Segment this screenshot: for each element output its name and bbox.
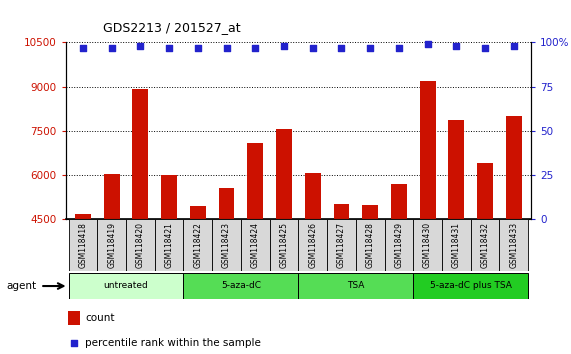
Text: GSM118420: GSM118420 bbox=[136, 222, 145, 268]
FancyBboxPatch shape bbox=[241, 219, 270, 271]
Bar bbox=[506, 116, 522, 219]
Point bbox=[222, 45, 231, 51]
FancyBboxPatch shape bbox=[69, 219, 97, 271]
FancyBboxPatch shape bbox=[413, 273, 528, 299]
Text: TSA: TSA bbox=[347, 281, 364, 290]
Text: GSM118433: GSM118433 bbox=[509, 222, 518, 268]
Bar bbox=[68, 312, 79, 325]
Point bbox=[193, 45, 202, 51]
FancyBboxPatch shape bbox=[384, 219, 413, 271]
Text: GSM118428: GSM118428 bbox=[365, 222, 375, 268]
Point bbox=[308, 45, 317, 51]
FancyBboxPatch shape bbox=[183, 219, 212, 271]
Text: count: count bbox=[85, 313, 115, 323]
Bar bbox=[333, 205, 349, 219]
Text: GSM118427: GSM118427 bbox=[337, 222, 346, 268]
FancyBboxPatch shape bbox=[183, 273, 298, 299]
Bar bbox=[104, 174, 119, 219]
Point bbox=[251, 45, 260, 51]
Text: GSM118421: GSM118421 bbox=[164, 222, 174, 268]
Text: GSM118419: GSM118419 bbox=[107, 222, 116, 268]
Point bbox=[337, 45, 346, 51]
FancyBboxPatch shape bbox=[270, 219, 298, 271]
Point bbox=[481, 45, 490, 51]
FancyBboxPatch shape bbox=[471, 219, 500, 271]
Bar bbox=[477, 163, 493, 219]
Bar bbox=[420, 81, 436, 219]
Point bbox=[395, 45, 404, 51]
Text: agent: agent bbox=[7, 281, 37, 291]
Text: GSM118431: GSM118431 bbox=[452, 222, 461, 268]
Text: percentile rank within the sample: percentile rank within the sample bbox=[85, 338, 261, 348]
Bar bbox=[305, 173, 320, 219]
Point bbox=[452, 43, 461, 49]
Text: GSM118430: GSM118430 bbox=[423, 222, 432, 268]
Bar bbox=[448, 120, 464, 219]
FancyBboxPatch shape bbox=[126, 219, 155, 271]
Bar bbox=[391, 184, 407, 219]
Point bbox=[78, 45, 87, 51]
Text: GSM118418: GSM118418 bbox=[78, 222, 87, 268]
FancyBboxPatch shape bbox=[298, 219, 327, 271]
FancyBboxPatch shape bbox=[442, 219, 471, 271]
Bar bbox=[247, 143, 263, 219]
Text: GDS2213 / 201527_at: GDS2213 / 201527_at bbox=[103, 21, 240, 34]
Text: GSM118424: GSM118424 bbox=[251, 222, 260, 268]
Text: 5-aza-dC: 5-aza-dC bbox=[221, 281, 261, 290]
FancyBboxPatch shape bbox=[356, 219, 384, 271]
FancyBboxPatch shape bbox=[327, 219, 356, 271]
Text: GSM118425: GSM118425 bbox=[279, 222, 288, 268]
Bar bbox=[362, 205, 378, 219]
Point bbox=[136, 43, 145, 49]
Point bbox=[164, 45, 174, 51]
FancyBboxPatch shape bbox=[69, 273, 183, 299]
FancyBboxPatch shape bbox=[97, 219, 126, 271]
Point bbox=[69, 340, 78, 346]
Text: GSM118426: GSM118426 bbox=[308, 222, 317, 268]
Point bbox=[423, 41, 432, 47]
Bar bbox=[75, 214, 91, 219]
Bar bbox=[190, 206, 206, 219]
Bar bbox=[161, 175, 177, 219]
Point bbox=[509, 43, 518, 49]
Text: GSM118429: GSM118429 bbox=[395, 222, 403, 268]
Point bbox=[279, 43, 288, 49]
Point bbox=[365, 45, 375, 51]
FancyBboxPatch shape bbox=[298, 273, 413, 299]
FancyBboxPatch shape bbox=[500, 219, 528, 271]
Bar bbox=[132, 89, 148, 219]
Bar bbox=[276, 129, 292, 219]
FancyBboxPatch shape bbox=[155, 219, 183, 271]
Point bbox=[107, 45, 116, 51]
Text: untreated: untreated bbox=[103, 281, 148, 290]
Text: GSM118432: GSM118432 bbox=[481, 222, 489, 268]
Text: GSM118422: GSM118422 bbox=[194, 222, 202, 268]
Text: 5-aza-dC plus TSA: 5-aza-dC plus TSA bbox=[430, 281, 512, 290]
Text: GSM118423: GSM118423 bbox=[222, 222, 231, 268]
FancyBboxPatch shape bbox=[413, 219, 442, 271]
Bar bbox=[219, 188, 235, 219]
FancyBboxPatch shape bbox=[212, 219, 241, 271]
